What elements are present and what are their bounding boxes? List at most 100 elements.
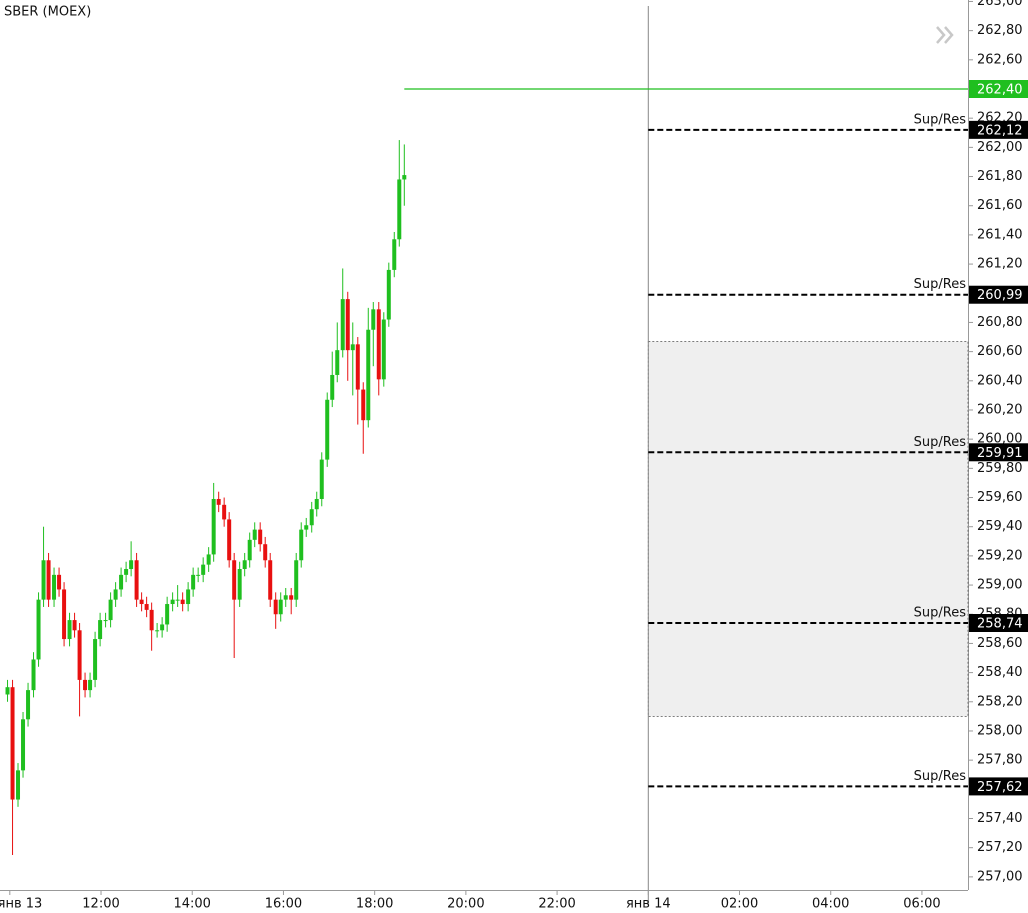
candle-body	[350, 344, 355, 351]
y-tick-label: 263,00	[977, 0, 1023, 9]
level-label: 258,74	[977, 617, 1023, 632]
candle-body	[304, 525, 309, 530]
candle-body	[397, 179, 402, 240]
candle-body	[62, 589, 67, 640]
candle-body	[345, 299, 350, 351]
candle-body	[26, 690, 31, 720]
candle-body	[67, 620, 72, 640]
candle-body	[232, 560, 237, 600]
level-name: Sup/Res	[914, 112, 967, 127]
x-tick-label: 22:00	[538, 897, 575, 912]
level-name: Sup/Res	[914, 769, 967, 784]
candle-body	[119, 574, 124, 590]
candle-body	[294, 560, 299, 600]
candle-body	[325, 399, 330, 460]
y-tick-label: 260,40	[977, 373, 1023, 388]
level-name: Sup/Res	[914, 435, 967, 450]
candle-body	[263, 544, 268, 561]
candle-body	[268, 560, 273, 600]
last-price-box	[969, 80, 1028, 98]
x-tick-label: 04:00	[812, 897, 849, 912]
level-box	[969, 443, 1028, 462]
y-tick-label: 257,80	[977, 753, 1023, 768]
candle-body	[191, 574, 196, 590]
x-tick-label: 16:00	[265, 897, 302, 912]
y-tick-label: 259,00	[977, 578, 1023, 593]
candle-body	[211, 498, 216, 555]
y-tick-label: 260,00	[977, 432, 1023, 447]
level-label: 259,91	[977, 446, 1023, 461]
candle-body	[41, 560, 46, 600]
candle-body	[77, 630, 82, 680]
x-tick-label: 20:00	[447, 897, 484, 912]
candle-body	[330, 374, 335, 400]
candle-body	[319, 459, 324, 499]
y-tick-label: 261,80	[977, 169, 1023, 184]
candle-body	[201, 564, 206, 575]
candle-body	[335, 350, 340, 375]
candle-body	[340, 299, 345, 351]
level-box	[969, 777, 1028, 796]
scroll-right-icon[interactable]	[936, 26, 954, 44]
y-tick-label: 260,60	[977, 344, 1023, 359]
candle-body	[376, 309, 381, 380]
candle-body	[299, 529, 304, 561]
y-tick-label: 258,00	[977, 723, 1023, 738]
x-tick-label: 12:00	[82, 897, 119, 912]
candle-body	[247, 539, 252, 561]
candle-body	[371, 309, 376, 330]
candle-body	[258, 529, 263, 545]
candle-body	[10, 687, 15, 800]
y-tick-label: 260,20	[977, 402, 1023, 417]
candle-body	[5, 687, 10, 695]
candle-body	[402, 175, 407, 180]
candle-body	[252, 529, 257, 540]
candle-body	[21, 719, 26, 771]
candle-body	[170, 599, 175, 605]
candle-body	[134, 560, 139, 600]
candle-body	[98, 620, 103, 640]
candle-body	[46, 560, 51, 600]
candle-body	[283, 595, 288, 600]
level-box	[969, 614, 1028, 632]
candle-body	[289, 595, 294, 600]
candle-body	[160, 624, 165, 631]
candle-body	[88, 679, 93, 691]
y-tick-label: 257,00	[977, 869, 1023, 884]
y-tick-label: 259,20	[977, 548, 1023, 563]
candle-body	[103, 620, 108, 622]
candle-body	[392, 239, 397, 270]
candle-body	[355, 344, 360, 390]
y-tick-label: 257,20	[977, 840, 1023, 855]
candle-body	[16, 770, 21, 800]
x-tick-label: янв 13	[0, 897, 42, 912]
candle-body	[108, 599, 113, 621]
candle-body	[113, 589, 118, 600]
candle-body	[155, 630, 160, 632]
candle-body	[242, 560, 247, 570]
y-tick-label: 262,60	[977, 52, 1023, 67]
candle-body	[83, 679, 88, 691]
candle-body	[72, 620, 77, 631]
candle-body	[366, 329, 371, 421]
candle-body	[149, 609, 154, 631]
candle-body	[309, 509, 314, 526]
chart-title: SBER (MOEX)	[4, 5, 91, 20]
candle-body	[237, 569, 242, 600]
x-tick-label: 02:00	[721, 897, 758, 912]
y-tick-label: 257,40	[977, 811, 1023, 826]
y-tick-label: 259,80	[977, 461, 1023, 476]
candle-body	[36, 599, 41, 660]
level-label: 262,12	[977, 123, 1023, 138]
y-tick-label: 261,40	[977, 227, 1023, 242]
y-tick-label: 260,80	[977, 315, 1023, 330]
candle-body	[227, 519, 232, 561]
candle-body	[57, 574, 62, 590]
candle-body	[381, 319, 386, 380]
candle-body	[273, 599, 278, 615]
level-box	[969, 285, 1028, 304]
candle-body	[196, 574, 201, 576]
candle-body	[361, 389, 366, 421]
level-box	[969, 120, 1028, 139]
candle-body	[52, 574, 57, 600]
